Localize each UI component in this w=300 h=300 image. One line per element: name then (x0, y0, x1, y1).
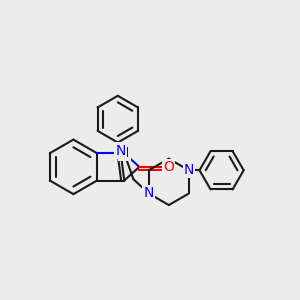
Text: N: N (119, 146, 130, 160)
Text: N: N (184, 163, 194, 177)
Text: N: N (115, 143, 126, 158)
Text: N: N (144, 187, 154, 200)
Text: O: O (164, 160, 174, 174)
